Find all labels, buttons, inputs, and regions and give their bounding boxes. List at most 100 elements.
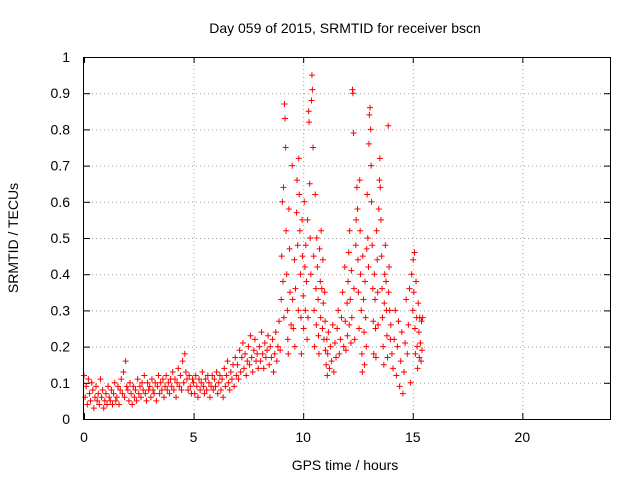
data-point [370, 350, 377, 357]
data-point [202, 376, 209, 383]
data-point [214, 390, 221, 397]
data-point [179, 358, 186, 365]
data-point [220, 394, 227, 401]
data-point [311, 307, 318, 314]
data-point [117, 387, 124, 394]
data-point [331, 339, 338, 346]
data-point [113, 394, 120, 401]
data-point [111, 379, 118, 386]
data-point [264, 347, 271, 354]
y-tick-label: 0.1 [51, 375, 71, 391]
data-point [308, 72, 315, 79]
data-point [373, 227, 380, 234]
data-point [175, 365, 182, 372]
data-points [81, 72, 426, 412]
data-point [306, 180, 313, 187]
data-point [259, 350, 266, 357]
data-point [283, 227, 290, 234]
data-point [304, 314, 311, 321]
data-point [222, 383, 229, 390]
data-point [97, 376, 104, 383]
data-point [360, 296, 367, 303]
data-point [377, 184, 384, 191]
data-point [376, 155, 383, 162]
data-point [147, 394, 154, 401]
data-point [368, 198, 375, 205]
data-point [267, 343, 274, 350]
data-point [278, 296, 285, 303]
data-point [333, 354, 340, 361]
data-point [287, 289, 294, 296]
data-point [403, 296, 410, 303]
data-point [318, 285, 325, 292]
data-point [128, 390, 135, 397]
data-point [355, 289, 362, 296]
data-point [297, 271, 304, 278]
data-point [192, 372, 199, 379]
data-point [177, 372, 184, 379]
data-point [388, 350, 395, 357]
data-point [146, 383, 153, 390]
data-point [85, 376, 92, 383]
data-point [381, 271, 388, 278]
data-point [386, 263, 393, 270]
data-point [235, 376, 242, 383]
data-point [340, 343, 347, 350]
y-tick-label: 1 [62, 49, 70, 65]
data-point [107, 397, 114, 404]
data-point [315, 296, 322, 303]
data-point [399, 390, 406, 397]
data-point [221, 365, 228, 372]
data-point [402, 339, 409, 346]
data-point [200, 383, 207, 390]
data-point [284, 307, 291, 314]
data-point [291, 256, 298, 263]
data-point [140, 387, 147, 394]
data-point [294, 242, 301, 249]
data-point [352, 242, 359, 249]
data-point [272, 329, 279, 336]
data-point [381, 300, 388, 307]
data-point [166, 390, 173, 397]
data-point [335, 307, 342, 314]
data-point [282, 144, 289, 151]
data-point [225, 379, 232, 386]
data-point [216, 372, 223, 379]
data-point [316, 245, 323, 252]
data-point [280, 278, 287, 285]
data-point [358, 350, 365, 357]
data-point [217, 387, 224, 394]
data-point [266, 361, 273, 368]
data-point [317, 314, 324, 321]
data-point [219, 376, 226, 383]
data-point [232, 354, 239, 361]
data-point [344, 332, 351, 339]
data-point [400, 368, 407, 375]
data-point [377, 216, 384, 223]
data-point [342, 318, 349, 325]
data-point [193, 383, 200, 390]
data-point [156, 390, 163, 397]
x-axis-title: GPS time / hours [292, 457, 399, 473]
data-point [164, 387, 171, 394]
data-point [203, 387, 210, 394]
data-point [281, 115, 288, 122]
data-point [199, 368, 206, 375]
data-point [346, 227, 353, 234]
data-point [382, 242, 389, 249]
data-point [357, 271, 364, 278]
data-point [251, 336, 258, 343]
data-point [265, 332, 272, 339]
data-point [262, 354, 269, 361]
data-point [212, 383, 219, 390]
data-point [296, 191, 303, 198]
data-point [273, 358, 280, 365]
y-tick-label: 0.4 [51, 266, 71, 282]
data-point [99, 387, 106, 394]
data-point [418, 347, 425, 354]
data-point [159, 376, 166, 383]
data-point [296, 227, 303, 234]
data-point [346, 321, 353, 328]
data-point [116, 401, 123, 408]
data-point [185, 387, 192, 394]
